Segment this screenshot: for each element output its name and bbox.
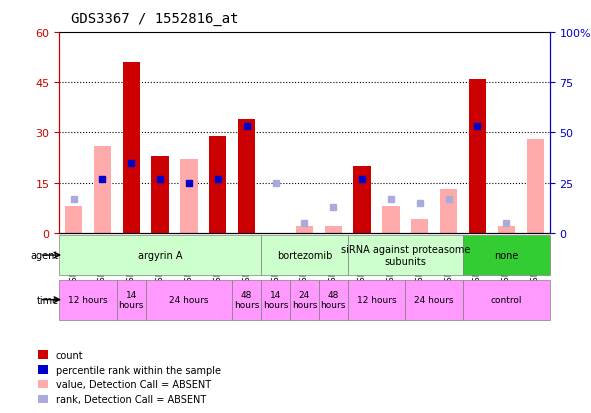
Bar — [440, 190, 457, 233]
Text: agent: agent — [31, 250, 59, 261]
Bar — [296, 226, 313, 233]
Legend: count, percentile rank within the sample, value, Detection Call = ABSENT, rank, : count, percentile rank within the sample… — [34, 346, 225, 408]
Text: control: control — [491, 295, 522, 304]
FancyBboxPatch shape — [319, 280, 348, 320]
Text: 24
hours: 24 hours — [292, 290, 317, 310]
Bar — [94, 147, 111, 233]
Bar — [527, 140, 544, 233]
Text: 48
hours: 48 hours — [234, 290, 259, 310]
FancyBboxPatch shape — [348, 235, 463, 275]
Text: 12 hours: 12 hours — [357, 295, 397, 304]
FancyBboxPatch shape — [145, 280, 232, 320]
Text: GDS3367 / 1552816_at: GDS3367 / 1552816_at — [71, 12, 238, 26]
Bar — [411, 220, 428, 233]
Text: 24 hours: 24 hours — [169, 295, 209, 304]
Text: 14
hours: 14 hours — [263, 290, 288, 310]
FancyBboxPatch shape — [232, 280, 261, 320]
FancyBboxPatch shape — [261, 280, 290, 320]
FancyBboxPatch shape — [117, 280, 145, 320]
Text: argyrin A: argyrin A — [138, 250, 183, 261]
Bar — [151, 157, 169, 233]
Bar — [353, 166, 371, 233]
FancyBboxPatch shape — [463, 235, 550, 275]
Bar — [151, 160, 169, 233]
Text: bortezomib: bortezomib — [277, 250, 332, 261]
Text: 12 hours: 12 hours — [68, 295, 108, 304]
Bar — [180, 160, 197, 233]
Bar — [209, 136, 226, 233]
Bar — [469, 80, 486, 233]
Bar — [122, 63, 140, 233]
Text: 14
hours: 14 hours — [119, 290, 144, 310]
Text: time: time — [37, 295, 59, 305]
Bar — [238, 120, 255, 233]
Text: siRNA against proteasome
subunits: siRNA against proteasome subunits — [340, 244, 470, 266]
FancyBboxPatch shape — [405, 280, 463, 320]
FancyBboxPatch shape — [348, 280, 405, 320]
Bar — [238, 153, 255, 233]
Bar — [65, 206, 82, 233]
Bar — [382, 206, 400, 233]
FancyBboxPatch shape — [463, 280, 550, 320]
FancyBboxPatch shape — [59, 280, 117, 320]
FancyBboxPatch shape — [261, 235, 348, 275]
Text: 48
hours: 48 hours — [320, 290, 346, 310]
FancyBboxPatch shape — [290, 280, 319, 320]
Text: 24 hours: 24 hours — [414, 295, 454, 304]
Bar — [498, 226, 515, 233]
Bar — [324, 226, 342, 233]
FancyBboxPatch shape — [59, 235, 261, 275]
Text: none: none — [494, 250, 518, 261]
